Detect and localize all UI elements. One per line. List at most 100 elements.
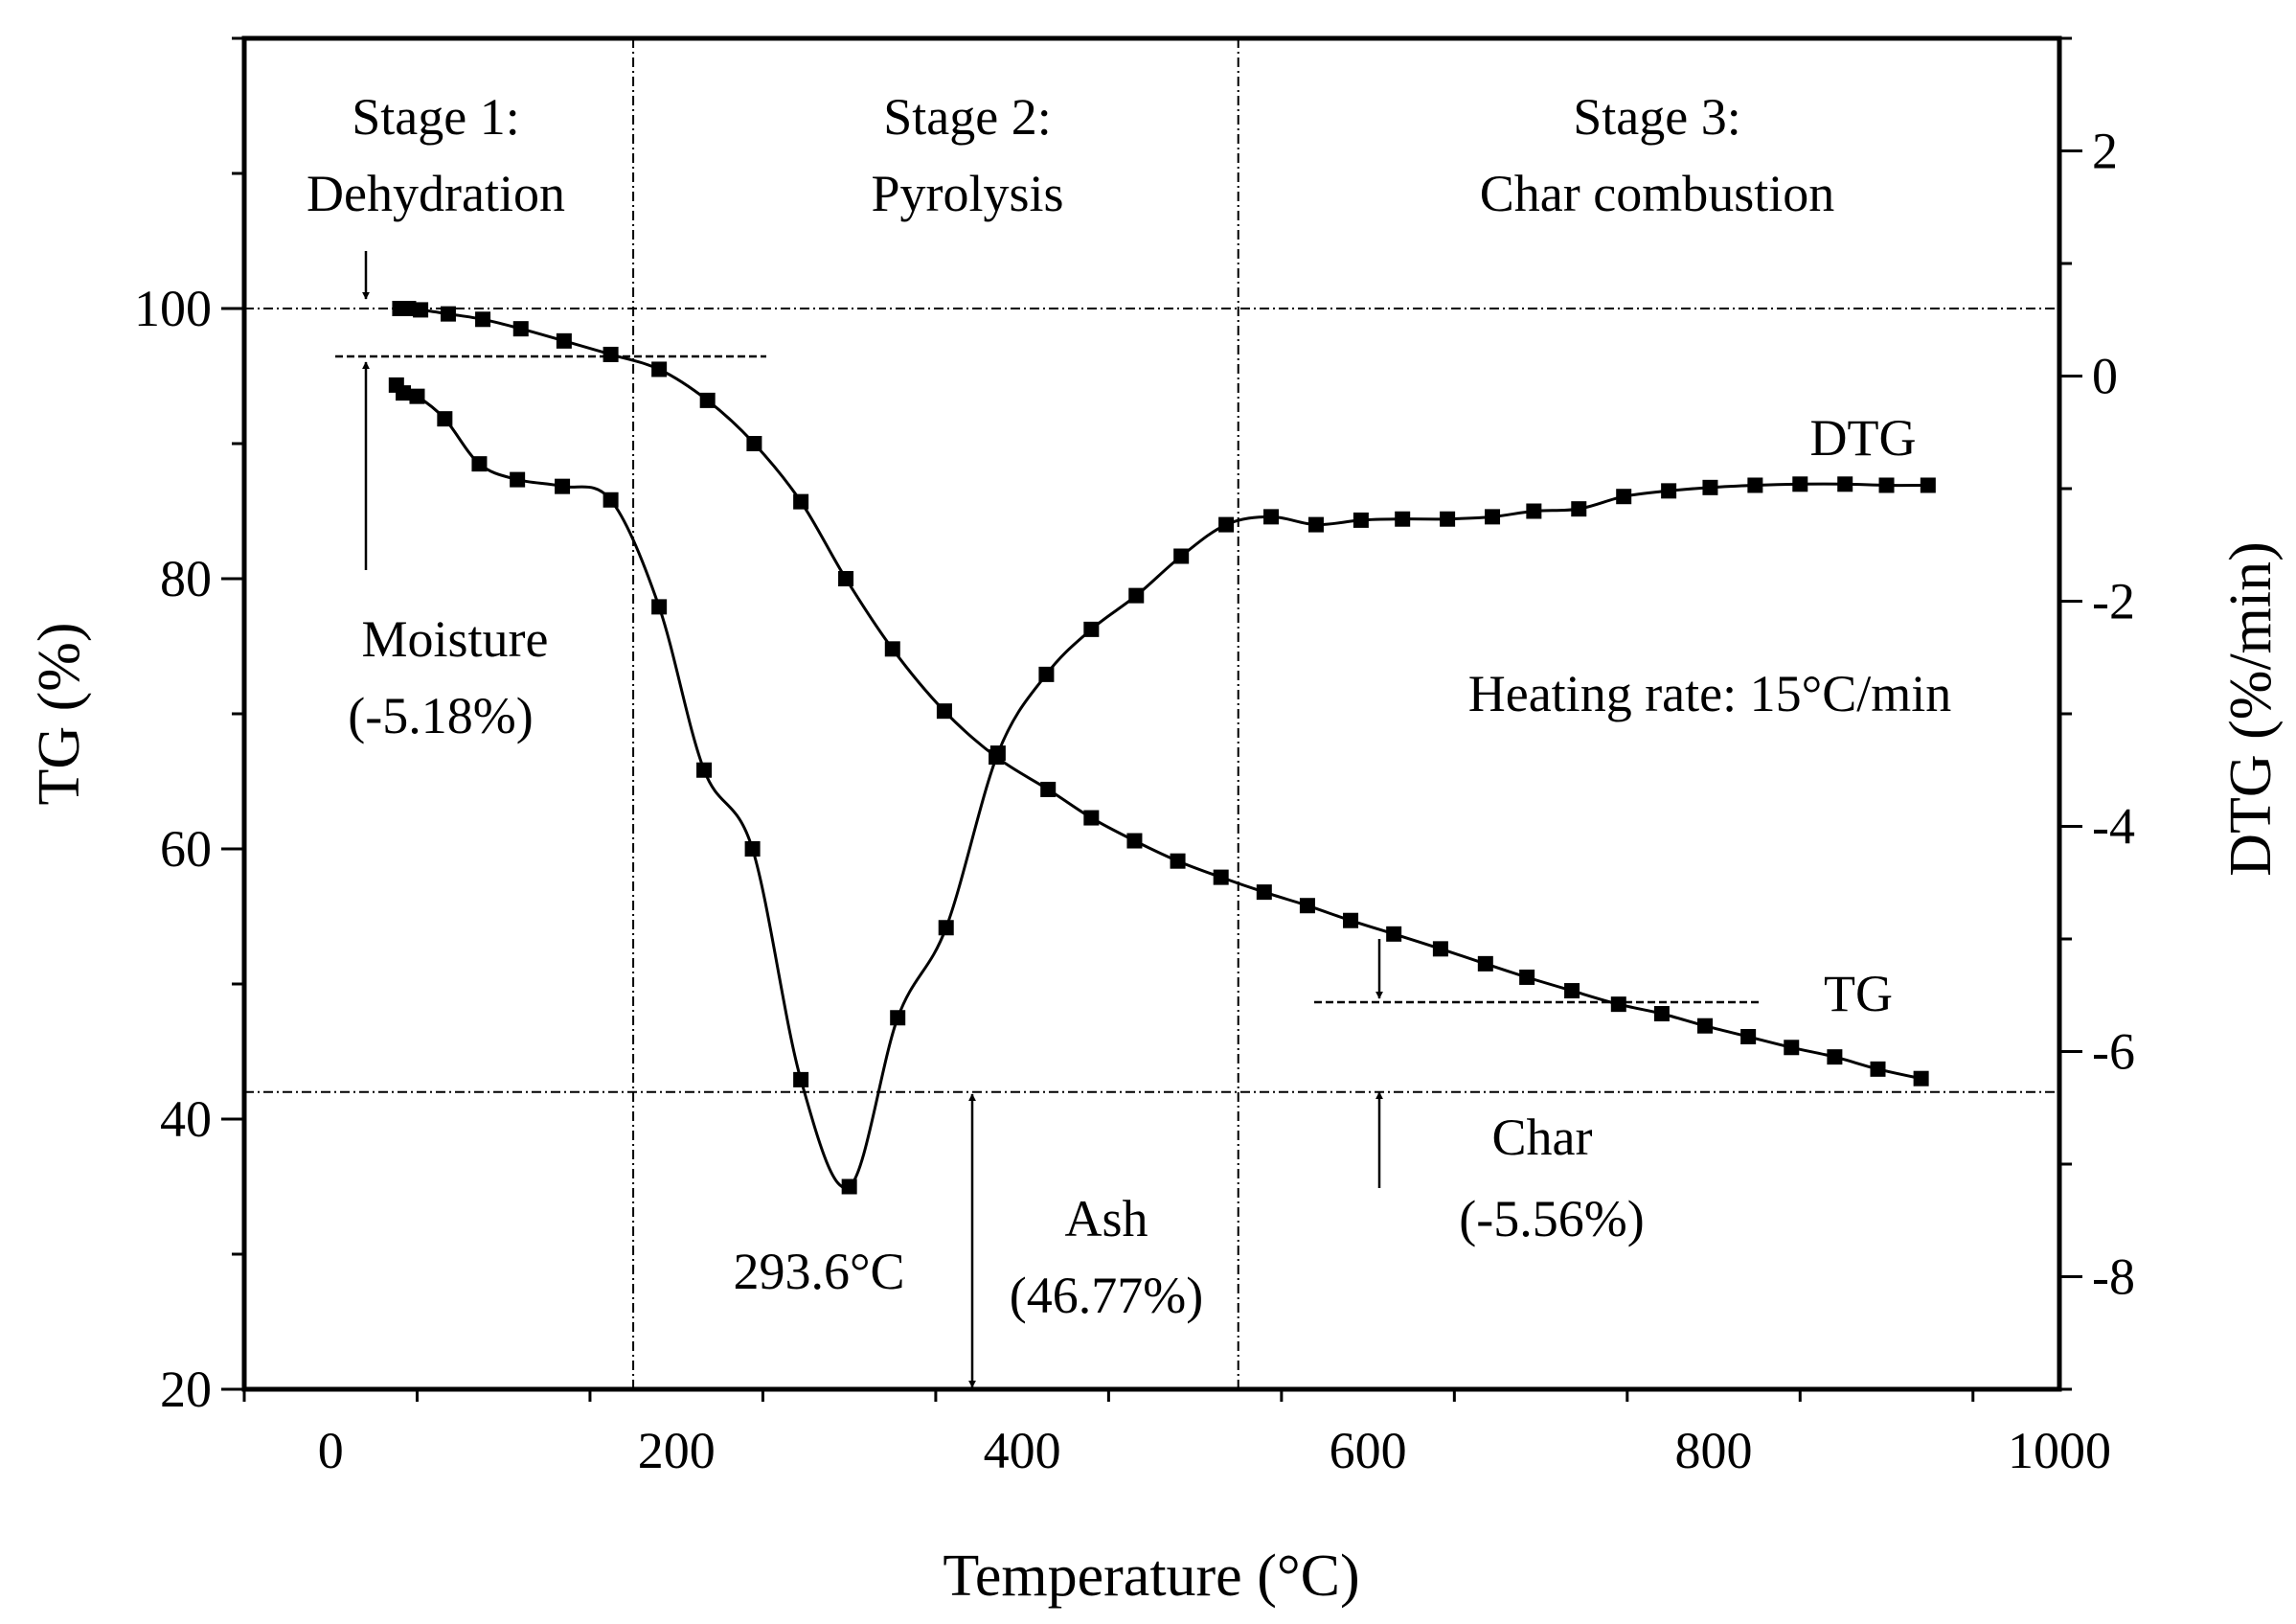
y-right-tick-label: 0: [2092, 348, 2118, 405]
dtg-data-point: [1878, 477, 1895, 493]
dtg-data-point: [555, 478, 571, 494]
tg-data-point: [1913, 1070, 1929, 1086]
tg-data-point: [1477, 955, 1493, 972]
dtg-data-point: [696, 762, 713, 778]
tg-data-point: [602, 346, 619, 362]
dtg-data-point: [1218, 516, 1235, 533]
x-tick-label: 600: [1330, 1422, 1407, 1479]
tg-data-point: [1697, 1018, 1714, 1034]
y-left-tick-label: 80: [160, 550, 212, 607]
dtg-data-point: [1837, 476, 1853, 492]
y-right-tick-label: -2: [2092, 573, 2135, 630]
moisture-label: Moisture: [362, 610, 549, 668]
dtg-series-line: [395, 383, 1928, 1190]
dtg-data-point: [1353, 512, 1369, 528]
x-axis-title: Temperature (°C): [943, 1544, 1359, 1609]
ash-value: (46.77%): [1010, 1267, 1203, 1324]
char-value: (-5.56%): [1459, 1190, 1644, 1247]
tg-data-point: [1126, 833, 1143, 849]
dtg-data-point: [1263, 509, 1280, 525]
annotation-arrows: [335, 251, 1762, 1388]
tg-data-point: [1784, 1040, 1800, 1056]
dtg-data-point: [1440, 511, 1456, 527]
dtg-data-point: [841, 1178, 857, 1195]
dtg-data-point: [396, 385, 412, 401]
dtg-data-point: [1038, 666, 1055, 682]
tg-data-point: [440, 306, 456, 322]
tg-data-point: [1827, 1049, 1843, 1065]
dtg-data-point: [989, 745, 1006, 762]
heating-rate-label: Heating rate: 15°C/min: [1468, 665, 1951, 722]
stage-1-subtitle: Dehydration: [307, 165, 565, 222]
dtg-data-point: [1702, 479, 1718, 495]
dtg-data-point: [651, 599, 668, 615]
dtg-data-point: [1395, 511, 1411, 527]
dtg-data-point: [744, 841, 761, 857]
x-tick-label: 400: [984, 1422, 1061, 1479]
x-tick-label: 800: [1675, 1422, 1753, 1479]
dtg-data-point: [602, 492, 619, 508]
dtg-data-point: [1485, 509, 1501, 525]
x-tick-label: 1000: [2008, 1422, 2111, 1479]
dtg-data-point: [437, 411, 453, 427]
tg-data-point: [1610, 996, 1626, 1013]
stage-1-title: Stage 1:: [352, 88, 519, 146]
tg-data-point: [1343, 912, 1359, 928]
dtg-data-point: [1920, 477, 1936, 493]
y-right-tick-label: 2: [2092, 123, 2118, 180]
y-left-tick-label: 40: [160, 1090, 212, 1148]
dtg-data-point: [793, 1071, 809, 1087]
dtg-data-point: [1307, 516, 1324, 533]
dtg-data-point: [471, 456, 488, 472]
dtg-data-point: [1083, 621, 1100, 637]
dtg-data-point: [1128, 587, 1145, 604]
tg-data-point: [1653, 1006, 1670, 1022]
x-tick-label: 200: [638, 1422, 716, 1479]
tg-data-point: [699, 392, 716, 408]
ash-label: Ash: [1064, 1190, 1148, 1247]
tg-data-point: [512, 321, 529, 337]
y-right-tick-label: -4: [2092, 798, 2135, 856]
tg-data-point: [1213, 869, 1229, 885]
tg-data-point: [1083, 810, 1100, 826]
y-left-axis-title: TG (%): [27, 622, 92, 805]
dtg-data-point: [1526, 503, 1542, 519]
tg-data-point: [746, 436, 762, 451]
y-left-axis-ticks: 20 40 60 80 100: [134, 36, 244, 1418]
dtg-data-point: [1792, 476, 1808, 492]
peak-temperature-label: 293.6°C: [733, 1243, 904, 1300]
tg-data-point: [1519, 969, 1535, 985]
y-left-tick-label: 60: [160, 820, 212, 878]
x-tick-label: 0: [318, 1422, 344, 1479]
stage-2-subtitle: Pyrolysis: [871, 165, 1063, 222]
tg-data-point: [1170, 853, 1186, 869]
dtg-data-point: [510, 471, 526, 488]
tg-data-point: [936, 703, 952, 720]
y-right-tick-label: -8: [2092, 1248, 2135, 1306]
tg-data-point: [413, 302, 429, 318]
dtg-data-point: [1661, 483, 1677, 499]
series-layer: [388, 301, 1936, 1195]
dtg-data-point: [890, 1010, 906, 1026]
tg-data-point: [556, 332, 572, 349]
tg-data-point: [838, 571, 854, 586]
tg-data-point: [651, 361, 668, 377]
dtg-data-point: [938, 920, 954, 936]
tg-data-point: [475, 311, 491, 328]
y-right-axis-title: DTG (%/min): [2218, 541, 2284, 877]
stage-3-title: Stage 3:: [1573, 88, 1740, 146]
dtg-series-label: DTG: [1810, 409, 1917, 467]
tg-data-point: [1870, 1061, 1886, 1077]
y-right-tick-label: -6: [2092, 1023, 2135, 1081]
dtg-data-point: [409, 388, 425, 404]
tg-data-point: [1432, 941, 1448, 957]
dtg-data-point: [1173, 548, 1190, 564]
tg-data-point: [1564, 983, 1580, 999]
tg-data-point: [884, 641, 900, 657]
y-left-tick-label: 20: [160, 1361, 212, 1418]
dtg-data-point: [1571, 501, 1587, 517]
char-label: Char: [1492, 1109, 1593, 1166]
tg-series-label: TG: [1824, 965, 1893, 1022]
tg-data-point: [1740, 1028, 1757, 1044]
